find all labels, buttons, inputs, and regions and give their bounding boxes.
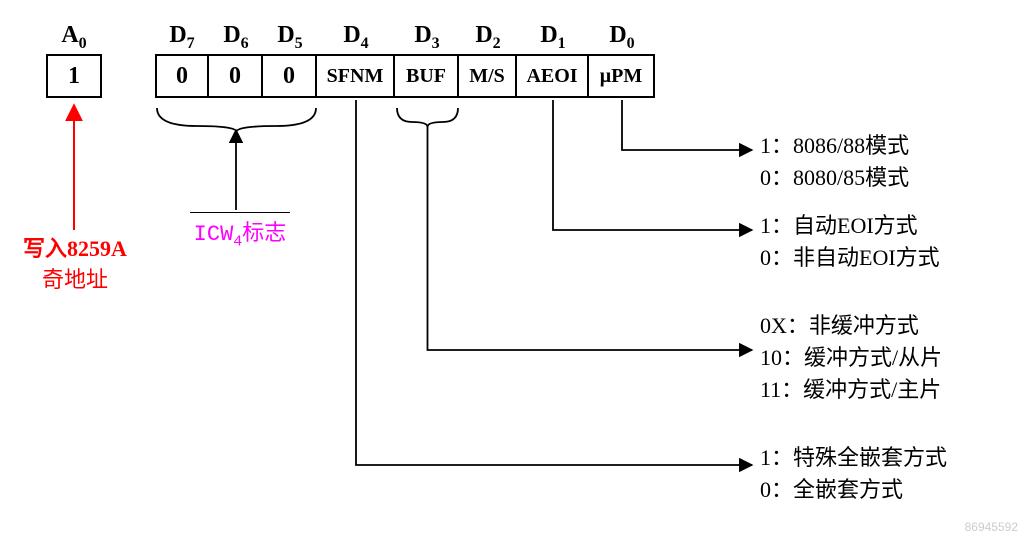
a0-annotation-l2: 奇地址	[42, 267, 108, 292]
bit-header-5: D2	[459, 22, 517, 53]
a0-annotation-l1: 写入8259A	[23, 236, 127, 261]
bit-header-6: D1	[517, 22, 589, 53]
a0-value: 1	[68, 63, 80, 90]
bit-cell-0: 0	[155, 54, 209, 98]
desc-d3d2: 0X：非缓冲方式10：缓冲方式/从片11：缓冲方式/主片	[760, 310, 942, 406]
bit-cell-2: 0	[263, 54, 317, 98]
icw4-suffix: 标志	[242, 220, 286, 245]
bit-header-4: D3	[395, 22, 459, 53]
a0-header: A0	[46, 22, 102, 53]
a0-annotation: 写入8259A 奇地址	[10, 234, 140, 296]
bit-header-2: D5	[263, 22, 317, 53]
a0-cell: 1	[46, 54, 102, 98]
watermark: 86945592	[965, 520, 1018, 534]
bit-header-1: D6	[209, 22, 263, 53]
icw4-label: ICW4标志	[190, 212, 290, 250]
bit-cell-7: μPM	[589, 54, 655, 98]
a0-header-sub: 0	[79, 35, 87, 52]
a0-header-letter: A	[61, 22, 78, 48]
desc-d0: 1：8086/88模式0：8080/85模式	[760, 130, 909, 194]
icw4-text: ICW	[194, 222, 234, 247]
desc-d4: 1：特殊全嵌套方式0：全嵌套方式	[760, 442, 947, 506]
bit-cell-6: AEOI	[517, 54, 589, 98]
desc-d1: 1：自动EOI方式0：非自动EOI方式	[760, 210, 940, 274]
icw4-sub: 4	[233, 233, 242, 250]
bit-cell-1: 0	[209, 54, 263, 98]
bit-cell-4: BUF	[395, 54, 459, 98]
bit-header-7: D0	[589, 22, 655, 53]
bit-header-0: D7	[155, 22, 209, 53]
bit-cell-3: SFNM	[317, 54, 395, 98]
bit-cell-5: M/S	[459, 54, 517, 98]
bit-header-3: D4	[317, 22, 395, 53]
